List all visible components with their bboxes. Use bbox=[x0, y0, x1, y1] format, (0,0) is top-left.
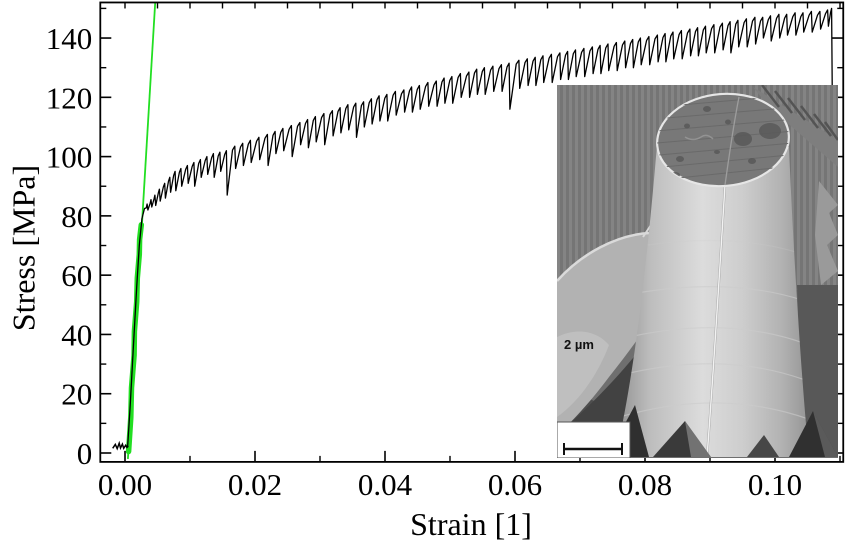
plot-frame bbox=[99, 1, 845, 463]
preload-noise-cluster bbox=[112, 440, 129, 451]
x-tick-label: 0.02 bbox=[228, 467, 282, 502]
sem-pillar-striations bbox=[615, 239, 809, 424]
y-tick-label: 20 bbox=[61, 377, 92, 412]
y-tick-label: 120 bbox=[46, 80, 93, 115]
x-tick-label: 0.08 bbox=[618, 467, 672, 502]
x-tick-label: 0.10 bbox=[748, 467, 802, 502]
sem-pillar-body bbox=[615, 145, 809, 457]
sem-top-right-ridges bbox=[753, 85, 838, 167]
y-tick-label: 100 bbox=[46, 140, 93, 175]
sem-slip-trace bbox=[705, 184, 727, 458]
sem-scale-bar-label: 2 µm bbox=[564, 337, 594, 352]
sem-right-shadow bbox=[797, 285, 838, 457]
y-tick-label: 0 bbox=[77, 436, 93, 471]
y-tick-label: 80 bbox=[61, 199, 92, 234]
y-tick-label: 60 bbox=[61, 258, 92, 293]
y-axis-title: Stress [MPa] bbox=[5, 164, 42, 332]
sem-right-flake bbox=[815, 181, 838, 285]
x-tick-label: 0.06 bbox=[488, 467, 542, 502]
y-tick-label: 140 bbox=[46, 21, 93, 56]
sem-inset-micrograph: 2 µm bbox=[557, 85, 838, 458]
x-tick-label: 0.04 bbox=[358, 467, 413, 502]
stress-strain-curve bbox=[126, 7, 833, 448]
sem-scale-bar bbox=[557, 421, 631, 458]
elastic-fit-thick-segment bbox=[125, 222, 145, 455]
sem-image bbox=[557, 85, 838, 458]
x-tick-label: 0.00 bbox=[98, 467, 152, 502]
y-tick-label: 40 bbox=[61, 317, 92, 352]
x-axis-title: Strain [1] bbox=[410, 506, 532, 542]
